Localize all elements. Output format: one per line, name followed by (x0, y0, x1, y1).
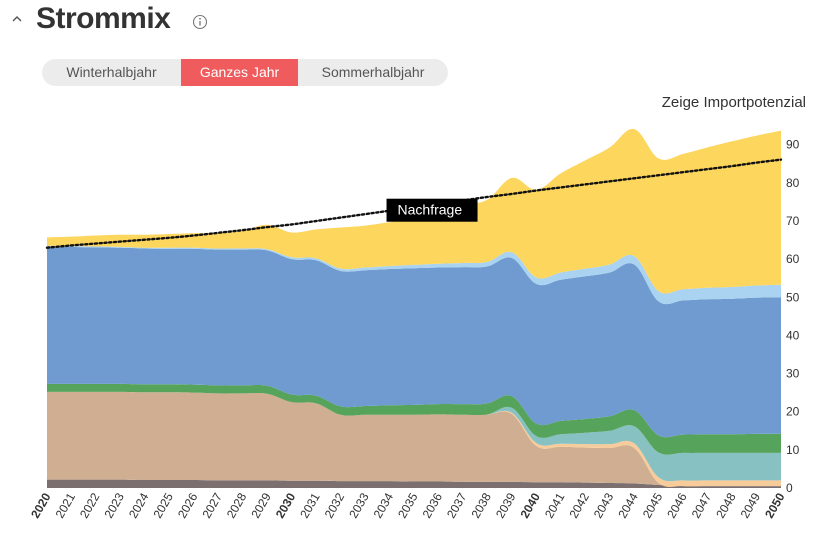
x-tick-label: 2049 (738, 490, 764, 520)
y-tick-label: 30 (786, 367, 800, 381)
x-tick-label: 2029 (248, 490, 274, 520)
x-tick-label: 2041 (542, 490, 568, 520)
x-tick-label: 2040 (517, 490, 543, 520)
area-green (47, 383, 781, 455)
x-tick-label: 2050 (762, 490, 788, 520)
info-circle-icon[interactable] (192, 14, 208, 30)
x-tick-label: 2033 (346, 490, 372, 520)
x-tick-label: 2023 (102, 490, 128, 520)
area-yellow (47, 128, 781, 294)
y-tick-label: 50 (786, 290, 800, 304)
x-tick-label: 2042 (566, 490, 592, 520)
x-tick-label: 2035 (395, 490, 421, 520)
x-tick-label: 2037 (444, 490, 470, 520)
section-header: Strommix (0, 0, 821, 44)
x-tick-label: 2021 (53, 490, 79, 520)
y-tick-label: 90 (786, 138, 800, 152)
x-tick-label: 2039 (493, 490, 519, 520)
chevron-up-icon[interactable] (10, 12, 24, 26)
x-tick-label: 2046 (664, 490, 690, 520)
x-tick-label: 2038 (469, 490, 495, 520)
import-potential-link[interactable]: Zeige Importpotenzial (661, 94, 806, 111)
x-tick-label: 2022 (77, 490, 103, 520)
page-title: Strommix (36, 2, 171, 35)
y-tick-label: 0 (786, 481, 793, 495)
y-tick-label: 60 (786, 252, 800, 266)
y-tick-label: 70 (786, 214, 800, 228)
x-tick-label: 2044 (615, 490, 641, 520)
x-tick-label: 2045 (640, 490, 666, 520)
x-tick-label: 2030 (273, 490, 299, 520)
tab-winterhalbjahr[interactable]: Winterhalbjahr (66, 64, 157, 80)
x-tick-label: 2024 (126, 490, 152, 520)
area-light-blue (47, 245, 781, 305)
season-tabs: Winterhalbjahr Ganzes Jahr Sommerhalbjah… (42, 59, 448, 86)
y-tick-label: 80 (786, 176, 800, 190)
y-tick-label: 10 (786, 443, 800, 457)
x-tick-label: 2032 (322, 490, 348, 520)
x-tick-label: 2047 (689, 490, 715, 520)
x-tick-label: 2034 (371, 490, 397, 520)
x-tick-label: 2031 (297, 490, 323, 520)
area-teal (47, 391, 781, 482)
x-tick-label: 2028 (224, 490, 250, 520)
area-blue (47, 246, 781, 438)
demand-label: Nachfrage (398, 202, 463, 218)
x-tick-label: 2020 (28, 490, 54, 520)
y-tick-label: 20 (786, 405, 800, 419)
area-brown (47, 391, 781, 487)
tab-sommerhalbjahr[interactable]: Sommerhalbjahr (321, 64, 425, 80)
x-tick-label: 2027 (199, 490, 225, 520)
x-tick-label: 2026 (175, 490, 201, 520)
area-dark-gray (47, 479, 781, 488)
x-tick-label: 2036 (420, 490, 446, 520)
demand-label-box (386, 198, 478, 222)
y-tick-label: 40 (786, 328, 800, 342)
tab-ganzes-jahr[interactable]: Ganzes Jahr (181, 59, 298, 86)
x-tick-label: 2043 (591, 490, 617, 520)
x-tick-label: 2048 (713, 490, 739, 520)
x-tick-label: 2025 (150, 490, 176, 520)
